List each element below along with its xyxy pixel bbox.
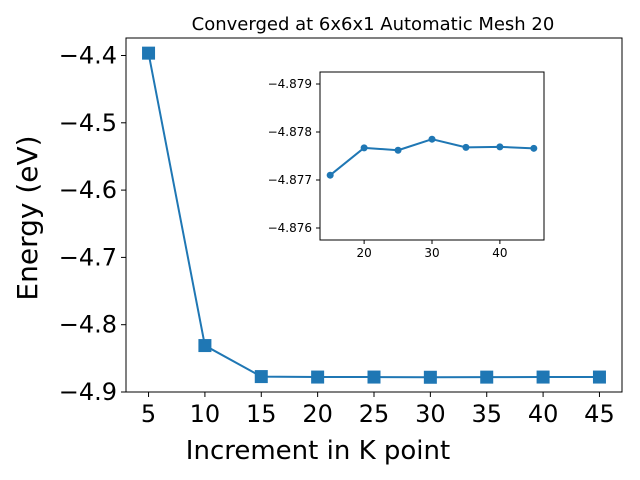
x-tick-label: 30 (415, 400, 446, 428)
y-tick-label: −4.4 (59, 41, 117, 69)
y-tick-label: −4.8 (59, 311, 117, 339)
inset-background (320, 72, 544, 240)
data-point (428, 135, 436, 143)
x-axis-label: Increment in K point (186, 436, 450, 466)
main-x-ticks: 5 10 15 20 25 30 35 40 45 (141, 392, 615, 428)
data-point (326, 171, 334, 179)
data-point (536, 370, 550, 384)
data-point (423, 370, 437, 384)
data-point (142, 46, 156, 60)
x-tick-label: 30 (424, 246, 439, 260)
x-tick-label: 40 (528, 400, 559, 428)
data-point (592, 370, 606, 384)
y-tick-label: −4.6 (59, 176, 117, 204)
data-point (480, 370, 494, 384)
inset-axes: 20 30 40 −4.879 −4.878 −4.877 −4.876 (268, 71, 545, 260)
data-point (367, 370, 381, 384)
y-tick-label: −4.879 (268, 77, 312, 91)
y-tick-label: −4.877 (268, 173, 312, 187)
inset-x-ticks: 20 30 40 (356, 240, 508, 260)
x-tick-label: 20 (356, 246, 371, 260)
x-tick-label: 40 (492, 246, 507, 260)
y-tick-label: −4.878 (268, 125, 312, 139)
chart-title: Converged at 6x6x1 Automatic Mesh 20 (192, 14, 555, 35)
data-point (198, 339, 212, 353)
x-tick-label: 35 (471, 400, 502, 428)
x-tick-label: 20 (302, 400, 333, 428)
x-tick-label: 5 (141, 400, 156, 428)
data-point (394, 146, 402, 154)
data-point (311, 370, 325, 384)
data-point (530, 144, 538, 152)
data-point (360, 144, 368, 152)
main-axes: 5 10 15 20 25 30 35 40 45 −4.4−4.5−4.6−4.7−4.8−4… (11, 14, 623, 466)
inset-y-ticks: −4.879 −4.878 −4.877 −4.876 (268, 77, 320, 235)
data-point (254, 370, 268, 384)
y-axis-label: Energy (eV) (11, 135, 44, 300)
main-y-ticks: −4.4 −4.5 −4.6 −4.7 −4.8 −4.9 (59, 41, 126, 406)
main-series (142, 46, 606, 384)
x-tick-label: 45 (584, 400, 615, 428)
x-tick-label: 10 (190, 400, 221, 428)
data-point (462, 143, 470, 151)
y-tick-label: −4.7 (59, 243, 117, 271)
y-tick-label: −4.9 (59, 378, 117, 406)
x-tick-label: 15 (246, 400, 277, 428)
y-tick-label: −4.876 (268, 221, 312, 235)
y-tick-label: −4.5 (59, 109, 117, 137)
x-tick-label: 25 (359, 400, 390, 428)
inset-series (326, 135, 538, 179)
data-point (496, 143, 504, 151)
